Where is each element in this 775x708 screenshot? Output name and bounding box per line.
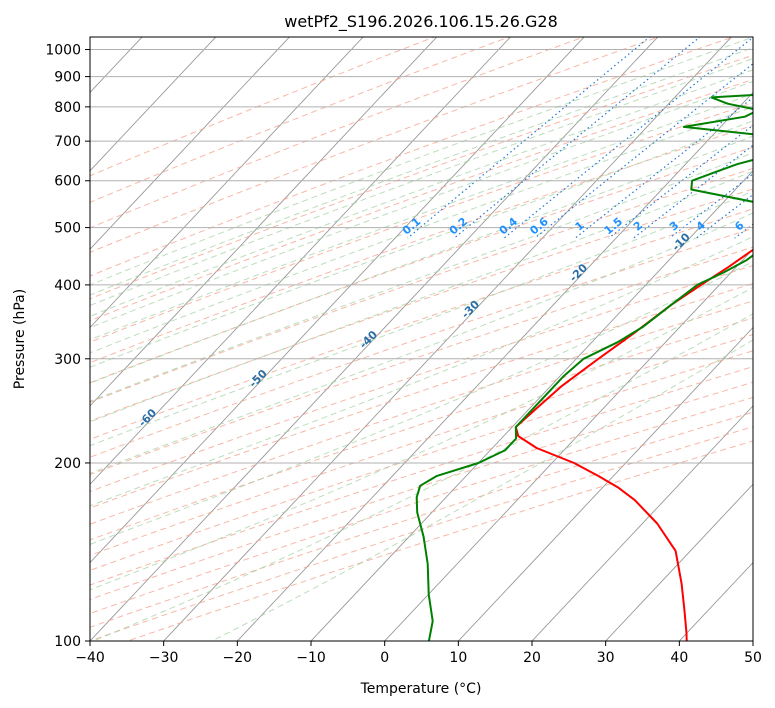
isotherm-line: [531, 405, 753, 641]
plot-background: [90, 37, 753, 641]
y-tick-label: 1000: [45, 43, 81, 59]
traces: [415, 93, 753, 641]
dry-adiabat-line: [90, 78, 753, 322]
x-tick-label: 0: [380, 650, 389, 666]
moist-adiabat-line: [90, 47, 753, 296]
y-tick-label: 100: [54, 634, 81, 650]
mixing-ratio-line: [763, 25, 775, 238]
x-tick-label: 20: [523, 650, 541, 666]
isotherm-line: [90, 37, 217, 172]
isotherm-line: [0, 25, 6, 668]
dry-adiabat-line: [90, 37, 511, 203]
dry-adiabat-line: [90, 381, 753, 601]
isobar-grid: [90, 49, 753, 641]
isotherm-line: [90, 37, 438, 407]
dry-adiabat-line: [90, 54, 753, 300]
isotherm-line: [90, 37, 512, 485]
dry-adiabat-line: [90, 366, 753, 586]
moist-adiabat-line: [90, 170, 753, 423]
isotherm-line: [90, 37, 364, 329]
dewpoint-trace: [415, 93, 753, 641]
y-axis-title: Pressure (hPa): [12, 289, 28, 389]
moist-adiabat-line: [210, 339, 753, 641]
chart-title: wetPf2_S196.2026.106.15.26.G28: [284, 12, 558, 32]
mixing-ratio-line: [534, 62, 753, 239]
y-tick-label: 500: [54, 221, 81, 237]
isotherm-line: [236, 91, 753, 641]
dry-adiabat-line: [90, 334, 753, 556]
isotherm-line: [605, 483, 753, 641]
y-tick-label: 400: [54, 278, 81, 294]
y-tick-label: 900: [54, 70, 81, 86]
x-tick-label: −20: [223, 650, 253, 666]
x-axis-ticks: −40 −30 −20 −10 0 10 20 30 40 50: [75, 641, 762, 666]
x-tick-label: 10: [449, 650, 467, 666]
isotherm-line: [163, 37, 733, 641]
moist-adiabat-line: [92, 313, 753, 641]
mixing-ratio-label: 8: [761, 219, 775, 234]
y-tick-label: 300: [54, 352, 81, 368]
x-tick-label: −10: [296, 650, 326, 666]
dry-adiabat-line: [90, 300, 753, 525]
moist-adiabat-line: [90, 135, 753, 384]
dry-adiabat-line: [90, 167, 753, 403]
dry-adiabat-line: [90, 188, 753, 422]
isotherm-line: [310, 170, 753, 641]
dry-adiabat-line: [90, 37, 735, 277]
mixing-ratio-line: [608, 124, 753, 239]
y-tick-label: 800: [54, 100, 81, 116]
mixing-ratio-line: [453, 37, 701, 239]
isotherm-line: [90, 37, 659, 641]
x-tick-label: 30: [597, 650, 615, 666]
isotherm-line: [457, 326, 753, 641]
x-tick-label: −40: [75, 650, 105, 666]
mixing-ratio-line: [503, 37, 753, 239]
x-tick-label: 50: [744, 650, 762, 666]
isotherm-line: [90, 37, 291, 250]
moist-adiabat-line: [90, 69, 753, 317]
background-lines: [0, 25, 775, 668]
moist-adiabat-line: [90, 152, 753, 402]
moist-adiabat-line: [90, 80, 753, 329]
dry-adiabat-line: [90, 265, 753, 493]
dry-adiabat-line: [90, 227, 753, 458]
dry-adiabat-line: [90, 37, 586, 229]
y-tick-label: 200: [54, 456, 81, 472]
isotherm-line: [90, 37, 585, 564]
isotherm-label: -70: [10, 462, 33, 485]
y-tick-label: 700: [54, 134, 81, 150]
dry-adiabat-line: [90, 102, 753, 343]
x-axis-title: Temperature (°C): [360, 681, 482, 697]
x-tick-label: 40: [670, 650, 688, 666]
moist-adiabat-line: [90, 286, 753, 591]
plot-frame: [89, 36, 754, 642]
moist-adiabat-line: [90, 93, 753, 341]
y-tick-label: 600: [54, 174, 81, 190]
moist-adiabat-line: [90, 58, 753, 307]
x-tick-label: −30: [149, 650, 179, 666]
dry-adiabat-line: [90, 124, 753, 364]
y-axis-ticks: 100 200 300 400 500 600 700 800 900 1000: [45, 43, 90, 650]
moist-adiabat-line: [90, 37, 753, 286]
